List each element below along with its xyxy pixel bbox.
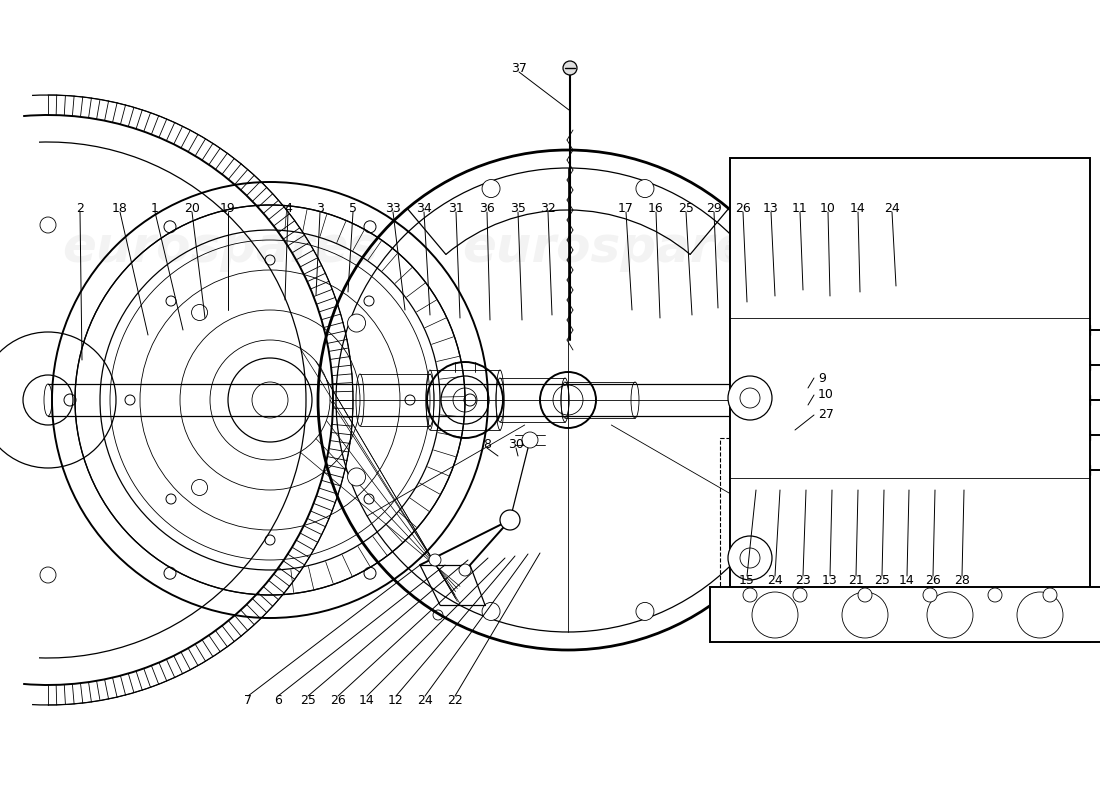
Text: 26: 26 — [330, 694, 345, 706]
Text: eurospares: eurospares — [722, 224, 1038, 272]
Text: 12: 12 — [388, 694, 404, 706]
Text: 19: 19 — [220, 202, 235, 214]
Circle shape — [927, 592, 974, 638]
Text: 16: 16 — [648, 202, 664, 214]
Text: 20: 20 — [184, 202, 200, 214]
Text: 35: 35 — [510, 202, 526, 214]
Circle shape — [793, 588, 807, 602]
Circle shape — [522, 432, 538, 448]
Circle shape — [459, 564, 471, 576]
Text: 26: 26 — [925, 574, 940, 586]
Circle shape — [429, 554, 441, 566]
Text: 22: 22 — [447, 694, 463, 706]
Circle shape — [770, 468, 789, 486]
Circle shape — [842, 592, 888, 638]
Text: 7: 7 — [244, 694, 252, 706]
Text: 21: 21 — [848, 574, 864, 586]
Text: 18: 18 — [112, 202, 128, 214]
Circle shape — [636, 179, 654, 198]
Text: 1: 1 — [151, 202, 158, 214]
Text: eurospares: eurospares — [62, 224, 378, 272]
Text: 14: 14 — [359, 694, 375, 706]
Text: eurospares: eurospares — [462, 224, 778, 272]
Text: 25: 25 — [300, 694, 316, 706]
Circle shape — [500, 510, 520, 530]
Text: 9: 9 — [818, 371, 826, 385]
Circle shape — [728, 376, 772, 420]
Text: 31: 31 — [448, 202, 464, 214]
Text: 24: 24 — [767, 574, 783, 586]
Circle shape — [348, 314, 365, 332]
Text: 29: 29 — [706, 202, 722, 214]
Text: 25: 25 — [678, 202, 694, 214]
Text: 10: 10 — [821, 202, 836, 214]
Text: 3: 3 — [316, 202, 323, 214]
Circle shape — [482, 179, 500, 198]
Text: 13: 13 — [822, 574, 838, 586]
Circle shape — [563, 61, 578, 75]
Text: 32: 32 — [540, 202, 556, 214]
Text: 24: 24 — [884, 202, 900, 214]
Text: 23: 23 — [795, 574, 811, 586]
Text: 2: 2 — [76, 202, 84, 214]
Circle shape — [988, 588, 1002, 602]
Text: 14: 14 — [899, 574, 915, 586]
Circle shape — [1018, 592, 1063, 638]
Text: 26: 26 — [735, 202, 751, 214]
Text: 37: 37 — [512, 62, 527, 74]
Text: 25: 25 — [874, 574, 890, 586]
Text: 6: 6 — [274, 694, 282, 706]
Circle shape — [728, 536, 772, 580]
Circle shape — [923, 588, 937, 602]
Circle shape — [752, 592, 798, 638]
Text: 10: 10 — [818, 389, 834, 402]
Text: 4: 4 — [284, 202, 292, 214]
Text: 28: 28 — [954, 574, 970, 586]
Circle shape — [636, 602, 654, 621]
Bar — [710, 587, 1100, 642]
Text: 13: 13 — [763, 202, 779, 214]
Text: 17: 17 — [618, 202, 634, 214]
Text: 34: 34 — [416, 202, 432, 214]
Text: 11: 11 — [792, 202, 807, 214]
Circle shape — [770, 314, 789, 332]
Text: 14: 14 — [850, 202, 866, 214]
Circle shape — [348, 468, 365, 486]
Circle shape — [742, 588, 757, 602]
Text: 24: 24 — [417, 694, 433, 706]
Text: 5: 5 — [349, 202, 358, 214]
Text: 33: 33 — [385, 202, 400, 214]
Circle shape — [482, 602, 500, 621]
Text: 30: 30 — [508, 438, 524, 450]
Text: 27: 27 — [818, 409, 834, 422]
Bar — [730, 158, 1090, 642]
Circle shape — [1043, 588, 1057, 602]
Text: 15: 15 — [739, 574, 755, 586]
Text: 8: 8 — [483, 438, 491, 450]
Bar — [720, 438, 920, 618]
Circle shape — [858, 588, 872, 602]
Text: 36: 36 — [480, 202, 495, 214]
